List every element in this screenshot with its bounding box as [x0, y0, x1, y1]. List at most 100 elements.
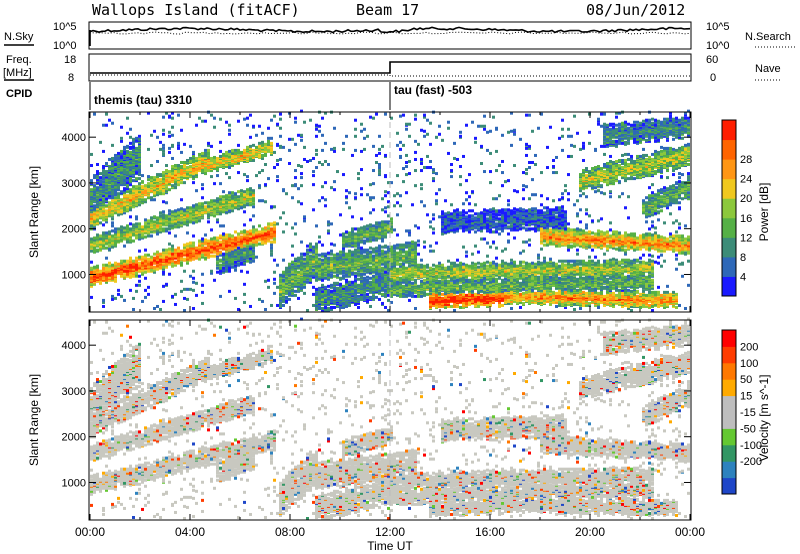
power-cell — [150, 230, 153, 234]
power-cell — [348, 231, 351, 235]
power-cell — [111, 229, 114, 233]
power-cell — [213, 254, 216, 258]
power-cell — [171, 294, 174, 298]
power-cell — [201, 168, 204, 172]
power-cell — [324, 141, 327, 145]
power-cell — [123, 151, 126, 155]
power-cell — [225, 264, 228, 268]
power-cell — [213, 214, 216, 218]
power-cell — [90, 152, 93, 156]
power-cell — [126, 153, 129, 157]
power-cell — [366, 278, 369, 282]
power-cell — [324, 276, 327, 280]
power-cell — [147, 231, 150, 235]
power-cell — [177, 166, 180, 170]
power-cell — [207, 201, 210, 205]
power-cell — [342, 274, 345, 278]
power-cell — [126, 205, 129, 209]
power-cell — [177, 141, 180, 145]
power-cell — [162, 299, 165, 303]
power-cell — [222, 190, 225, 194]
power-cell — [210, 144, 213, 148]
power-cell — [102, 171, 105, 175]
power-cell — [219, 224, 222, 228]
power-cell — [246, 145, 249, 149]
power-cell — [372, 254, 375, 258]
power-cell — [237, 262, 240, 266]
power-cell — [198, 204, 201, 208]
power-cell — [372, 267, 375, 271]
power-cell — [195, 256, 198, 260]
power-cell — [378, 134, 381, 138]
power-cell — [195, 189, 198, 193]
nave-label: Nave — [755, 63, 781, 75]
power-cell — [123, 259, 126, 263]
power-cell — [252, 189, 255, 193]
power-cell — [333, 256, 336, 260]
power-cell — [108, 278, 111, 282]
power-cell — [186, 249, 189, 253]
power-cell — [186, 231, 189, 235]
power-cell — [369, 196, 372, 200]
power-cell — [180, 160, 183, 164]
power-cell — [384, 112, 387, 116]
power-cell — [309, 158, 312, 162]
power-cell — [246, 247, 249, 251]
power-cell — [213, 209, 216, 213]
power-cell — [345, 189, 348, 193]
power-cell — [177, 220, 180, 224]
power-cell — [300, 176, 303, 180]
power-cell — [171, 176, 174, 180]
power-cell — [171, 133, 174, 137]
power-cell — [273, 150, 276, 154]
power-cell — [321, 258, 324, 262]
power-cell — [165, 183, 168, 187]
power-cell — [192, 154, 195, 158]
power-cell — [237, 171, 240, 175]
power-cell — [171, 210, 174, 214]
power-cell — [174, 263, 177, 267]
power-cell — [375, 295, 378, 299]
power-cell — [171, 252, 174, 256]
power-cell — [381, 292, 384, 296]
power-cell — [258, 124, 261, 128]
power-cell — [138, 274, 141, 278]
power-cell — [162, 261, 165, 265]
power-cell — [120, 263, 123, 267]
power-cell — [228, 289, 231, 293]
power-cell — [108, 191, 111, 195]
power-cell — [378, 265, 381, 269]
power-cell — [93, 269, 96, 273]
power-cell — [330, 186, 333, 190]
power-cell — [348, 303, 351, 307]
power-cell — [99, 277, 102, 281]
power-cell — [396, 233, 399, 237]
power-cell — [321, 185, 324, 189]
power-cell — [330, 147, 333, 151]
power-cell — [174, 171, 177, 175]
power-cell — [135, 164, 138, 168]
power-cell — [117, 238, 120, 242]
power-cell — [168, 188, 171, 192]
power-cell — [369, 250, 372, 254]
power-cell — [165, 282, 168, 286]
power-cell — [150, 198, 153, 202]
power-cell — [147, 188, 150, 192]
power-cell — [132, 145, 135, 149]
power-cell — [369, 276, 372, 280]
power-cell — [186, 297, 189, 301]
power-cell — [270, 252, 273, 256]
power-cell — [165, 174, 168, 178]
power-cell — [321, 148, 324, 152]
power-cell — [207, 166, 210, 170]
power-cell — [120, 136, 123, 140]
power-cell — [354, 271, 357, 275]
power-cell — [243, 292, 246, 296]
power-cell — [318, 306, 321, 310]
power-cell — [93, 240, 96, 244]
power-cell — [129, 215, 132, 219]
power-cell — [132, 175, 135, 179]
power-cell — [96, 178, 99, 182]
power-cell — [228, 205, 231, 209]
power-cell — [249, 203, 252, 207]
